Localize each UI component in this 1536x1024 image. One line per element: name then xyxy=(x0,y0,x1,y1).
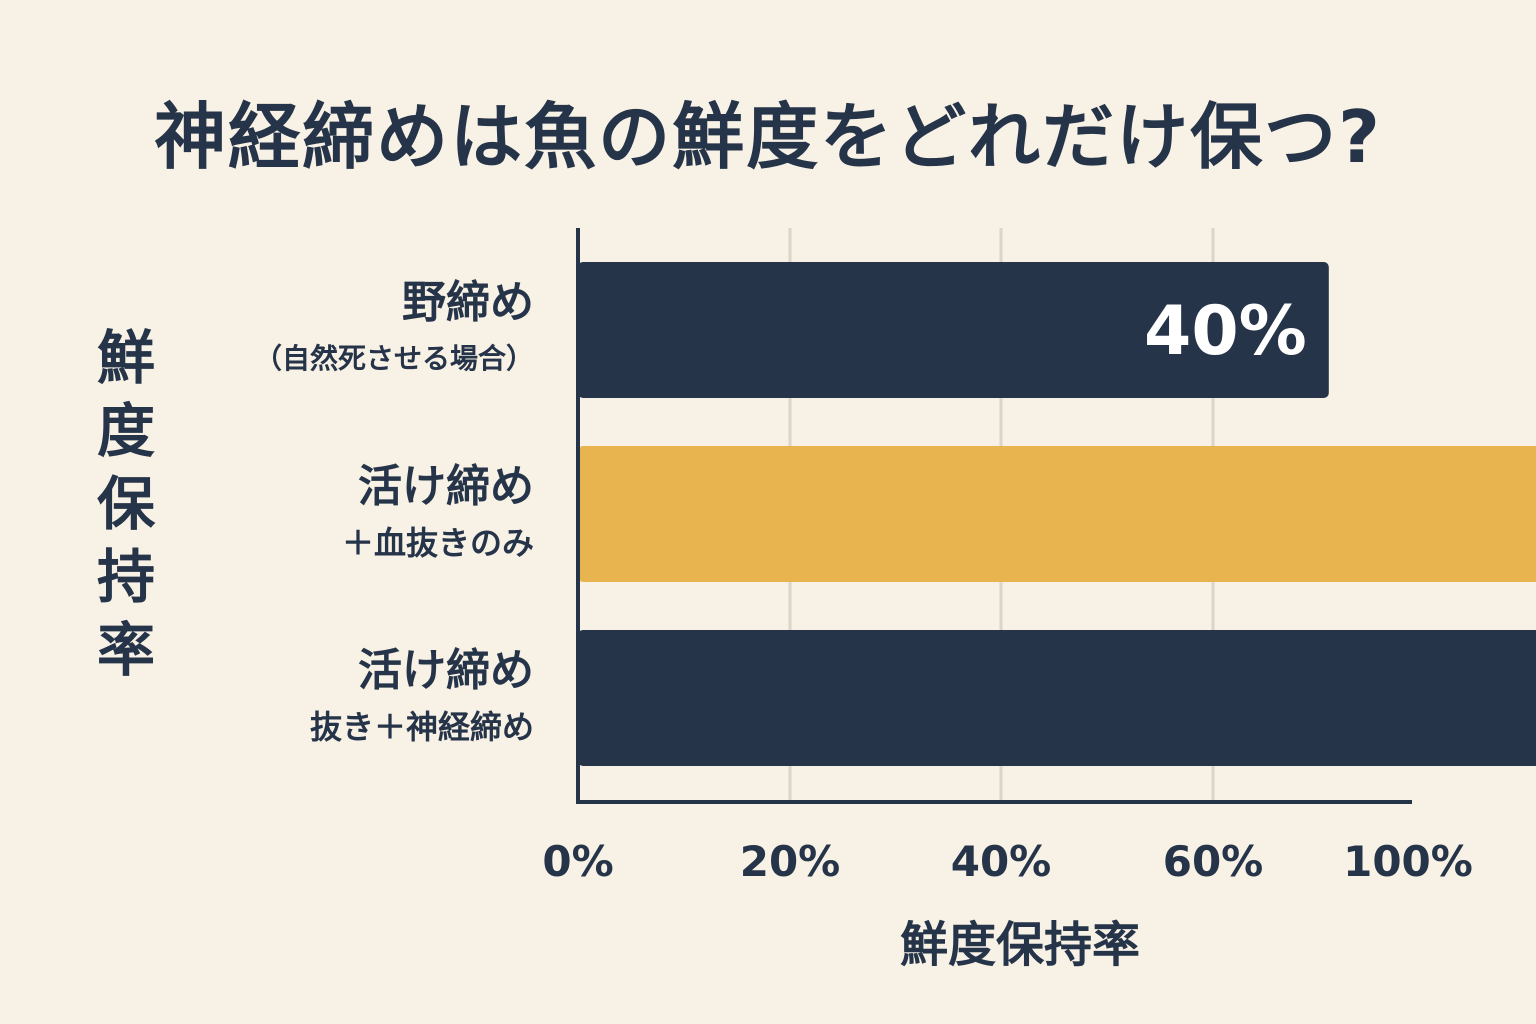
x-tick-label: 20% xyxy=(740,837,841,886)
category-label-line1: 活け締め xyxy=(358,645,534,696)
category-label: 活け締め 抜き＋神経締め xyxy=(310,644,534,750)
chart-title: 神経締めは魚の鮮度をどれだけ保つ? xyxy=(154,95,1382,179)
bar xyxy=(578,262,1329,398)
category-label: 野締め （自然死させる場合） xyxy=(254,276,534,382)
x-tick-label: 60% xyxy=(1163,837,1264,886)
category-label-line1: 野締め xyxy=(402,277,534,328)
category-label: 活け締め ＋血抜きのみ xyxy=(342,460,534,566)
category-label-line2: ＋血抜きのみ xyxy=(341,524,534,562)
category-label-line2: 抜き＋神経締め xyxy=(309,708,534,746)
x-axis-label: 鮮度保持率 xyxy=(899,917,1140,973)
x-tick-label: 40% xyxy=(951,837,1052,886)
x-tick-label: 100% xyxy=(1343,837,1473,886)
category-label-line1: 活け締め xyxy=(358,461,534,512)
bar xyxy=(578,446,1536,582)
y-axis-label: 鮮度保持率 xyxy=(96,324,155,684)
bar-value-label: 40% xyxy=(1144,292,1307,371)
category-label-line2: （自然死させる場合） xyxy=(253,342,534,375)
bar xyxy=(578,630,1536,766)
x-tick-label: 0% xyxy=(542,837,613,886)
